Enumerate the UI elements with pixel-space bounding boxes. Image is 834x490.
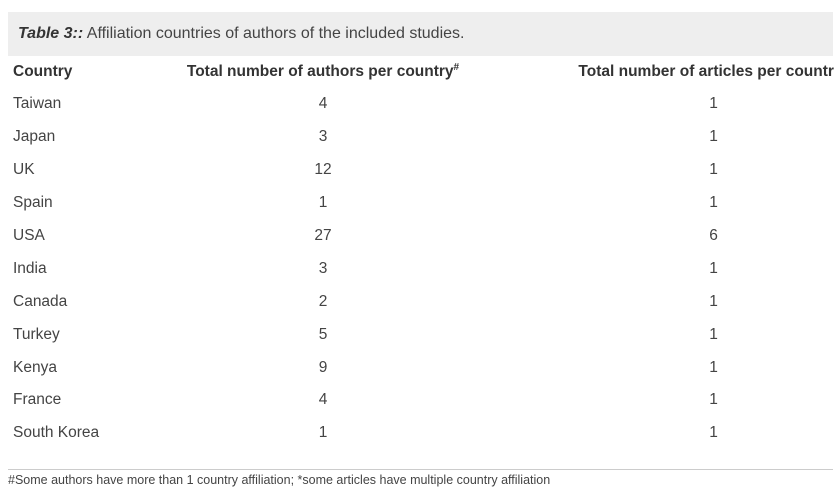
cell-articles: 1	[709, 391, 718, 409]
table-row: Spain 1 1	[5, 187, 834, 220]
table-caption: Table 3:: Affiliation countries of autho…	[8, 12, 833, 56]
cell-country: India	[13, 259, 47, 277]
header-country: Country	[13, 63, 73, 80]
header-authors: Total number of authors per country#	[166, 56, 468, 88]
table-row: Taiwan 4 1	[5, 88, 834, 121]
cell-country: Kenya	[13, 358, 57, 376]
table-caption-label: Table 3::	[18, 25, 84, 42]
cell-authors: 4	[318, 391, 328, 409]
cell-authors: 3	[318, 259, 328, 277]
cell-articles: 1	[709, 424, 718, 442]
cell-articles: 1	[709, 259, 718, 277]
cell-articles: 1	[709, 325, 718, 343]
cell-authors: 3	[318, 128, 328, 146]
table-row: Turkey 5 1	[5, 318, 834, 351]
table-caption-text: Affiliation countries of authors of the …	[83, 25, 465, 42]
table-row: USA 27 6	[5, 220, 834, 253]
table-row: UK 12 1	[5, 154, 834, 187]
table-footnote: #Some authors have more than 1 country a…	[8, 473, 551, 487]
cell-authors: 1	[318, 424, 328, 442]
table-row: France 4 1	[5, 384, 834, 417]
affiliation-table: Country Total number of authors per coun…	[5, 56, 834, 450]
cell-authors: 4	[318, 95, 328, 113]
table-row: Kenya 9 1	[5, 351, 834, 384]
header-authors-label: Total number of authors per country	[186, 63, 454, 80]
table-row: India 3 1	[5, 252, 834, 285]
header-authors-mark: #	[453, 61, 460, 73]
cell-authors: 12	[314, 161, 332, 179]
cell-country: Canada	[13, 292, 68, 310]
table-header-row: Country Total number of authors per coun…	[5, 56, 834, 88]
cell-country: South Korea	[13, 424, 100, 442]
cell-articles: 6	[709, 227, 718, 244]
table-row: Canada 2 1	[5, 285, 834, 318]
cell-authors: 9	[318, 358, 328, 376]
cell-country: Turkey	[13, 325, 60, 343]
cell-authors: 5	[318, 325, 328, 343]
cell-articles: 1	[709, 128, 718, 146]
cell-country: USA	[13, 227, 45, 244]
header-articles: Total number of articles per country*	[578, 63, 834, 80]
cell-authors: 2	[318, 292, 328, 310]
footnote-divider	[8, 469, 833, 470]
table-body: Taiwan 4 1 Japan 3 1 UK 12 1 Spain 1 1 U…	[5, 88, 834, 450]
cell-country: UK	[13, 161, 35, 179]
cell-country: Spain	[13, 194, 53, 212]
cell-articles: 1	[709, 95, 718, 113]
cell-country: Taiwan	[13, 95, 62, 113]
cell-articles: 1	[709, 194, 718, 212]
cell-authors: 1	[318, 194, 328, 212]
table-row: South Korea 1 1	[5, 417, 834, 450]
cell-articles: 1	[709, 161, 718, 179]
cell-country: Japan	[13, 128, 56, 146]
table-row: Japan 3 1	[5, 121, 834, 154]
cell-articles: 1	[709, 292, 718, 310]
cell-authors: 27	[314, 227, 332, 244]
cell-articles: 1	[709, 358, 718, 376]
cell-country: France	[13, 391, 62, 409]
